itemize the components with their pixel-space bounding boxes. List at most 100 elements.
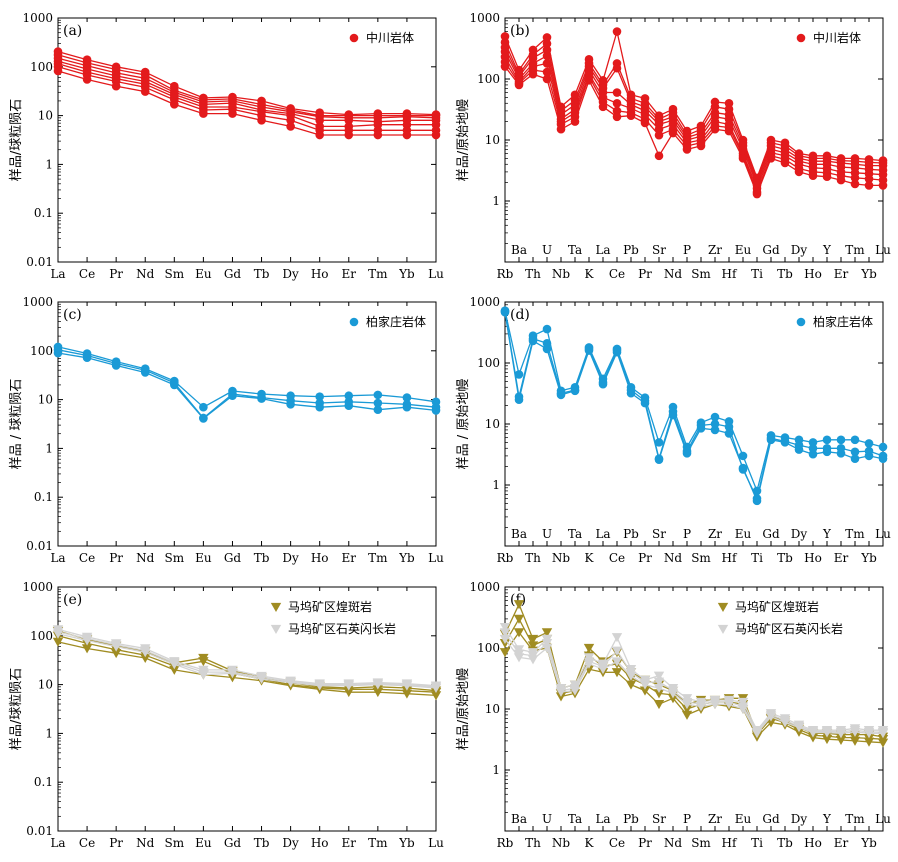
x-tick-label-top: Zr <box>708 243 722 257</box>
x-tick-label: Ti <box>751 267 763 281</box>
panel-c-ree-chondrite: 0.01 0.1 1 10 100 1000 La Ce Pr Nd Sm Eu Gd Tb Dy Ho Er T… <box>9 295 444 565</box>
x-tick-label: Ho <box>311 836 329 850</box>
series-line <box>57 57 437 119</box>
panel-d-spider-mantle: 1101001000RbBaThUNbTaKLaCePbPrSrNdPSmZrH… <box>456 295 891 565</box>
data-point <box>850 179 860 189</box>
data-point <box>110 649 122 659</box>
data-point <box>198 657 209 667</box>
data-point <box>850 454 860 463</box>
y-tick-label: 0.1 <box>34 206 53 220</box>
x-tick-label: Th <box>525 267 541 281</box>
data-point <box>794 445 804 454</box>
x-tick-label: Rb <box>497 267 514 281</box>
x-tick-label-top: Eu <box>735 812 752 826</box>
y-tick-label: 10 <box>38 393 53 407</box>
x-tick-label-top: Sr <box>652 527 666 541</box>
panel-f-spider-mantle: 1101001000RbBaThUNbTaKLaCePbPrSrNdPSmZrH… <box>456 580 891 850</box>
legend-label: 马坞矿区石英闪长岩 <box>735 621 843 636</box>
x-tick-label: Pr <box>109 267 123 281</box>
data-point <box>499 648 511 658</box>
data-point <box>696 141 706 151</box>
x-tick-label-top: Dy <box>791 527 808 541</box>
plot-frame <box>57 17 437 263</box>
y-tick-label: 1000 <box>469 295 500 309</box>
series-line <box>57 641 437 697</box>
data-point <box>794 167 804 177</box>
legend-marker <box>796 33 806 43</box>
x-tick-label: Ce <box>609 836 625 850</box>
x-tick-label: Lu <box>428 551 444 565</box>
x-tick-label: Tb <box>254 836 270 850</box>
data-point <box>625 680 637 690</box>
legend-marker <box>270 624 282 634</box>
data-point <box>878 181 888 190</box>
data-point <box>808 443 818 453</box>
y-tick-label: 0.01 <box>26 255 53 269</box>
x-tick-label: Ce <box>79 267 95 281</box>
data-point <box>807 728 819 738</box>
data-point <box>626 388 636 398</box>
x-tick-label: Pr <box>638 551 652 565</box>
x-tick-label: Yb <box>860 836 877 850</box>
panel-label: (b) <box>510 23 530 39</box>
series-line <box>57 63 436 128</box>
data-point <box>500 307 510 317</box>
data-point <box>315 130 324 140</box>
data-point <box>199 402 208 412</box>
x-tick-label-top: Ta <box>568 243 582 257</box>
series-6 <box>52 629 442 693</box>
x-tick-label-top: Pb <box>623 812 639 826</box>
data-point <box>724 422 734 432</box>
x-tick-label-top: Sr <box>652 812 666 826</box>
data-point <box>793 723 805 733</box>
x-tick-label: Er <box>834 267 849 281</box>
legend-label: 中川岩体 <box>366 30 414 45</box>
x-tick-label-top: Dy <box>791 243 808 257</box>
x-tick-label-top: Eu <box>735 243 752 257</box>
series-line <box>57 66 436 131</box>
data-point <box>373 390 383 400</box>
plot-frame <box>57 586 437 832</box>
panel-e-ree-chondrite: 0.01 0.1 1 10 100 1000 La Ce Pr Nd Sm Eu Gd Tb Dy Ho Er T… <box>9 580 444 850</box>
x-tick-label: Sm <box>165 551 185 565</box>
y-tick-label: 100 <box>477 641 500 655</box>
data-point <box>836 435 846 445</box>
legend-label: 马坞矿区石英闪长岩 <box>288 621 396 636</box>
data-point <box>681 710 693 720</box>
data-point <box>681 704 693 714</box>
series-2 <box>500 307 888 503</box>
x-tick-label-top: La <box>595 812 610 826</box>
panel-b-spider-mantle: 1101001000RbBaThUNbTaKLaCePbPrSrNdPSmZrH… <box>456 11 891 281</box>
data-point <box>542 33 552 42</box>
y-tick-label: 1000 <box>469 11 500 25</box>
data-point <box>542 324 552 334</box>
data-point <box>667 694 679 704</box>
x-tick-label-top: Zr <box>708 812 722 826</box>
data-point <box>653 683 665 694</box>
data-point <box>372 680 384 690</box>
data-point <box>344 391 354 401</box>
y-tick-label: 1 <box>45 157 53 171</box>
series-line <box>504 312 884 502</box>
x-tick-label: Ce <box>79 551 95 565</box>
data-point <box>682 449 692 458</box>
x-tick-label: Ce <box>609 267 625 281</box>
plot-frame <box>57 301 437 547</box>
data-point <box>668 410 678 420</box>
data-point <box>835 735 847 745</box>
panel-label: (c) <box>63 307 82 323</box>
data-point <box>766 154 776 163</box>
data-point <box>199 414 208 423</box>
x-tick-label: Yb <box>860 551 877 565</box>
data-point <box>766 435 776 445</box>
data-point <box>528 69 538 79</box>
data-point <box>228 391 237 401</box>
series-line <box>504 56 884 190</box>
data-point <box>527 655 539 665</box>
data-point <box>372 687 384 698</box>
data-point <box>752 496 762 506</box>
data-point <box>878 442 888 452</box>
data-point <box>110 642 122 652</box>
x-tick-label: Th <box>525 551 541 565</box>
series-line <box>57 50 437 116</box>
